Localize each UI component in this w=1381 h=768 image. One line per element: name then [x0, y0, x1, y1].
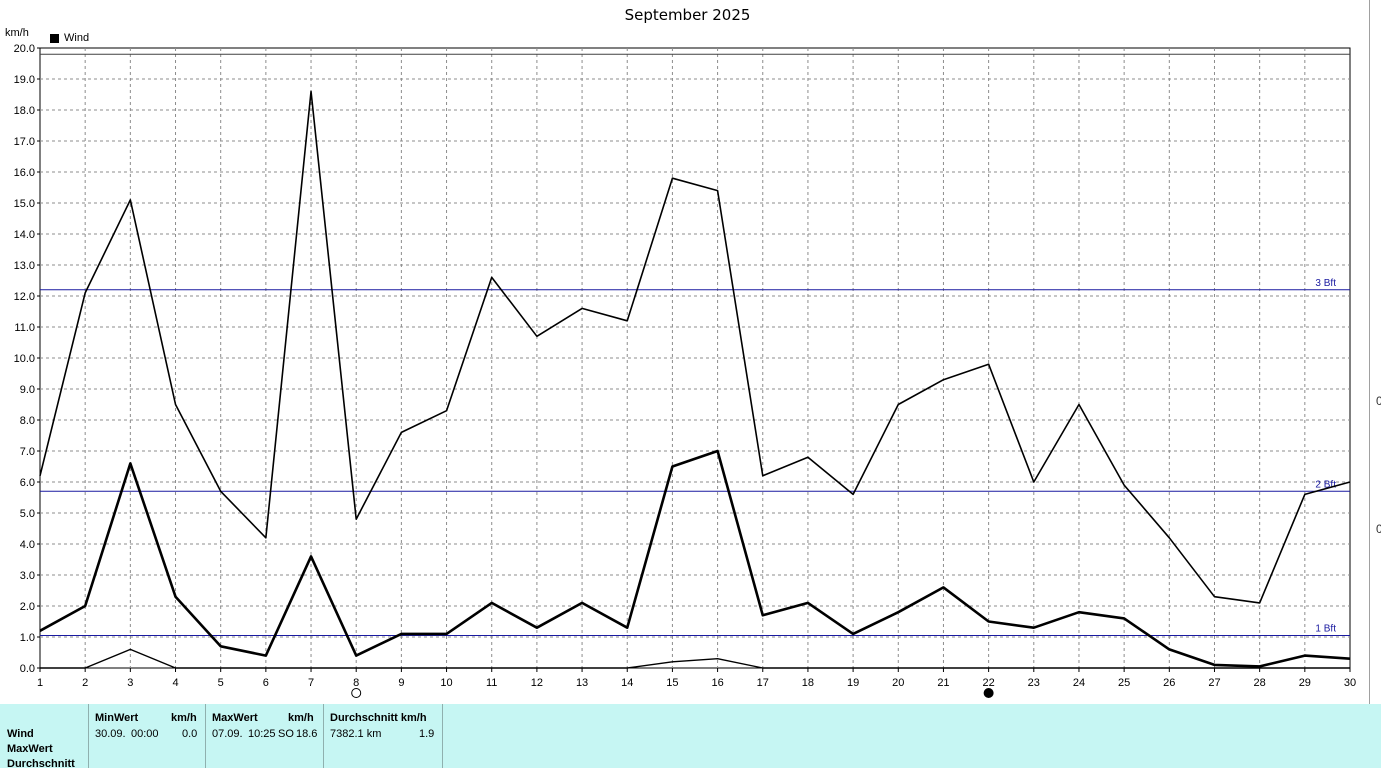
min-column: MinWert km/h 30.09. 00:00 0.0	[88, 704, 206, 768]
avg-column: Durchschnitt km/h 7382.1 km 1.9	[323, 704, 443, 768]
x-tick-label: 29	[1299, 677, 1311, 689]
row-label-wind: Wind	[7, 728, 34, 740]
full-moon-icon	[351, 688, 362, 698]
x-tick-label: 16	[711, 677, 723, 689]
x-tick-label: 27	[1208, 677, 1220, 689]
right-edge-label-upper: 0	[1376, 394, 1381, 408]
x-tick-label: 10	[440, 677, 452, 689]
x-tick-label: 24	[1073, 677, 1085, 689]
chart-title: September 2025	[624, 6, 751, 24]
y-tick-label: 13.0	[14, 260, 35, 272]
reference-line-label: 3 Bft	[1315, 278, 1336, 289]
avg-header: Durchschnitt km/h	[330, 712, 427, 724]
x-tick-label: 13	[576, 677, 588, 689]
legend: Wind	[50, 32, 89, 44]
y-tick-label: 20.0	[14, 43, 35, 55]
x-tick-label: 2	[82, 677, 88, 689]
x-tick-label: 25	[1118, 677, 1130, 689]
x-tick-label: 17	[757, 677, 769, 689]
min-header: MinWert	[95, 712, 139, 724]
x-tick-label: 18	[802, 677, 814, 689]
y-tick-label: 7.0	[20, 446, 35, 458]
x-tick-label: 11	[486, 677, 497, 689]
max-unit: km/h	[288, 712, 314, 724]
y-tick-label: 18.0	[14, 105, 35, 117]
series-line-min	[40, 648, 1350, 669]
series-line-avg	[39, 449, 1351, 668]
max-time: 10:25	[248, 728, 276, 740]
min-date: 30.09.	[95, 728, 126, 740]
x-tick-label: 8	[353, 677, 359, 689]
x-tick-label: 3	[127, 677, 133, 689]
min-value: 0.0	[182, 728, 198, 740]
avg-value: 1.9	[419, 728, 435, 740]
x-tick-label: 1	[37, 677, 43, 689]
right-panel: 0 0	[1369, 0, 1381, 704]
min-time: 00:00	[131, 728, 159, 740]
row-label-maxwert: MaxWert	[7, 743, 53, 755]
y-tick-label: 19.0	[14, 74, 35, 86]
y-tick-label: 15.0	[14, 198, 35, 210]
y-tick-label: 16.0	[14, 167, 35, 179]
reference-line-label: 2 Bft	[1315, 479, 1336, 490]
x-tick-label: 28	[1254, 677, 1266, 689]
y-tick-label: 3.0	[20, 570, 35, 582]
y-axis-unit: km/h	[5, 27, 29, 39]
statistics-panel: Wind MaxWert Durchschnitt MinWert km/h 3…	[0, 704, 1381, 768]
x-tick-label: 30	[1344, 677, 1356, 689]
right-edge-label-lower: 0	[1376, 522, 1381, 536]
x-tick-label: 4	[172, 677, 178, 689]
legend-swatch	[50, 33, 59, 43]
y-tick-label: 8.0	[20, 415, 35, 427]
series-line-max	[39, 90, 1351, 604]
y-tick-label: 4.0	[20, 539, 35, 551]
x-tick-label: 26	[1163, 677, 1175, 689]
max-column: MaxWert km/h 07.09. 10:25 SO 18.6	[205, 704, 324, 768]
x-tick-label: 22	[982, 677, 994, 689]
max-value: 18.6	[296, 728, 318, 740]
reference-line-label: 1 Bft	[1315, 623, 1336, 634]
y-tick-label: 5.0	[20, 508, 35, 520]
y-tick-label: 9.0	[20, 384, 35, 396]
max-direction: SO	[278, 728, 294, 740]
x-tick-label: 5	[218, 677, 224, 689]
x-tick-label: 20	[892, 677, 904, 689]
x-tick-label: 15	[666, 677, 678, 689]
x-tick-label: 9	[398, 677, 404, 689]
max-header: MaxWert	[212, 712, 258, 724]
row-label-durchschnitt: Durchschnitt	[7, 758, 75, 768]
y-tick-label: 10.0	[14, 353, 35, 365]
y-tick-label: 2.0	[20, 601, 35, 613]
x-tick-label: 14	[621, 677, 633, 689]
y-tick-label: 17.0	[14, 136, 35, 148]
y-tick-label: 11.0	[14, 322, 35, 334]
y-tick-label: 6.0	[20, 477, 35, 489]
x-tick-label: 7	[308, 677, 314, 689]
new-moon-icon	[983, 688, 994, 698]
y-tick-label: 14.0	[14, 229, 35, 241]
x-tick-label: 23	[1028, 677, 1040, 689]
y-tick-label: 1.0	[20, 632, 35, 644]
y-tick-label: 12.0	[14, 291, 35, 303]
max-date: 07.09.	[212, 728, 243, 740]
x-tick-label: 19	[847, 677, 859, 689]
wind-chart: 0.01.02.03.04.05.06.07.08.09.010.011.012…	[14, 43, 1356, 698]
x-tick-label: 21	[937, 677, 949, 689]
avg-distance: 7382.1 km	[330, 728, 382, 740]
x-tick-label: 6	[263, 677, 269, 689]
legend-label: Wind	[64, 32, 90, 44]
x-tick-label: 12	[531, 677, 543, 689]
min-unit: km/h	[171, 712, 197, 724]
y-tick-label: 0.0	[20, 663, 35, 675]
